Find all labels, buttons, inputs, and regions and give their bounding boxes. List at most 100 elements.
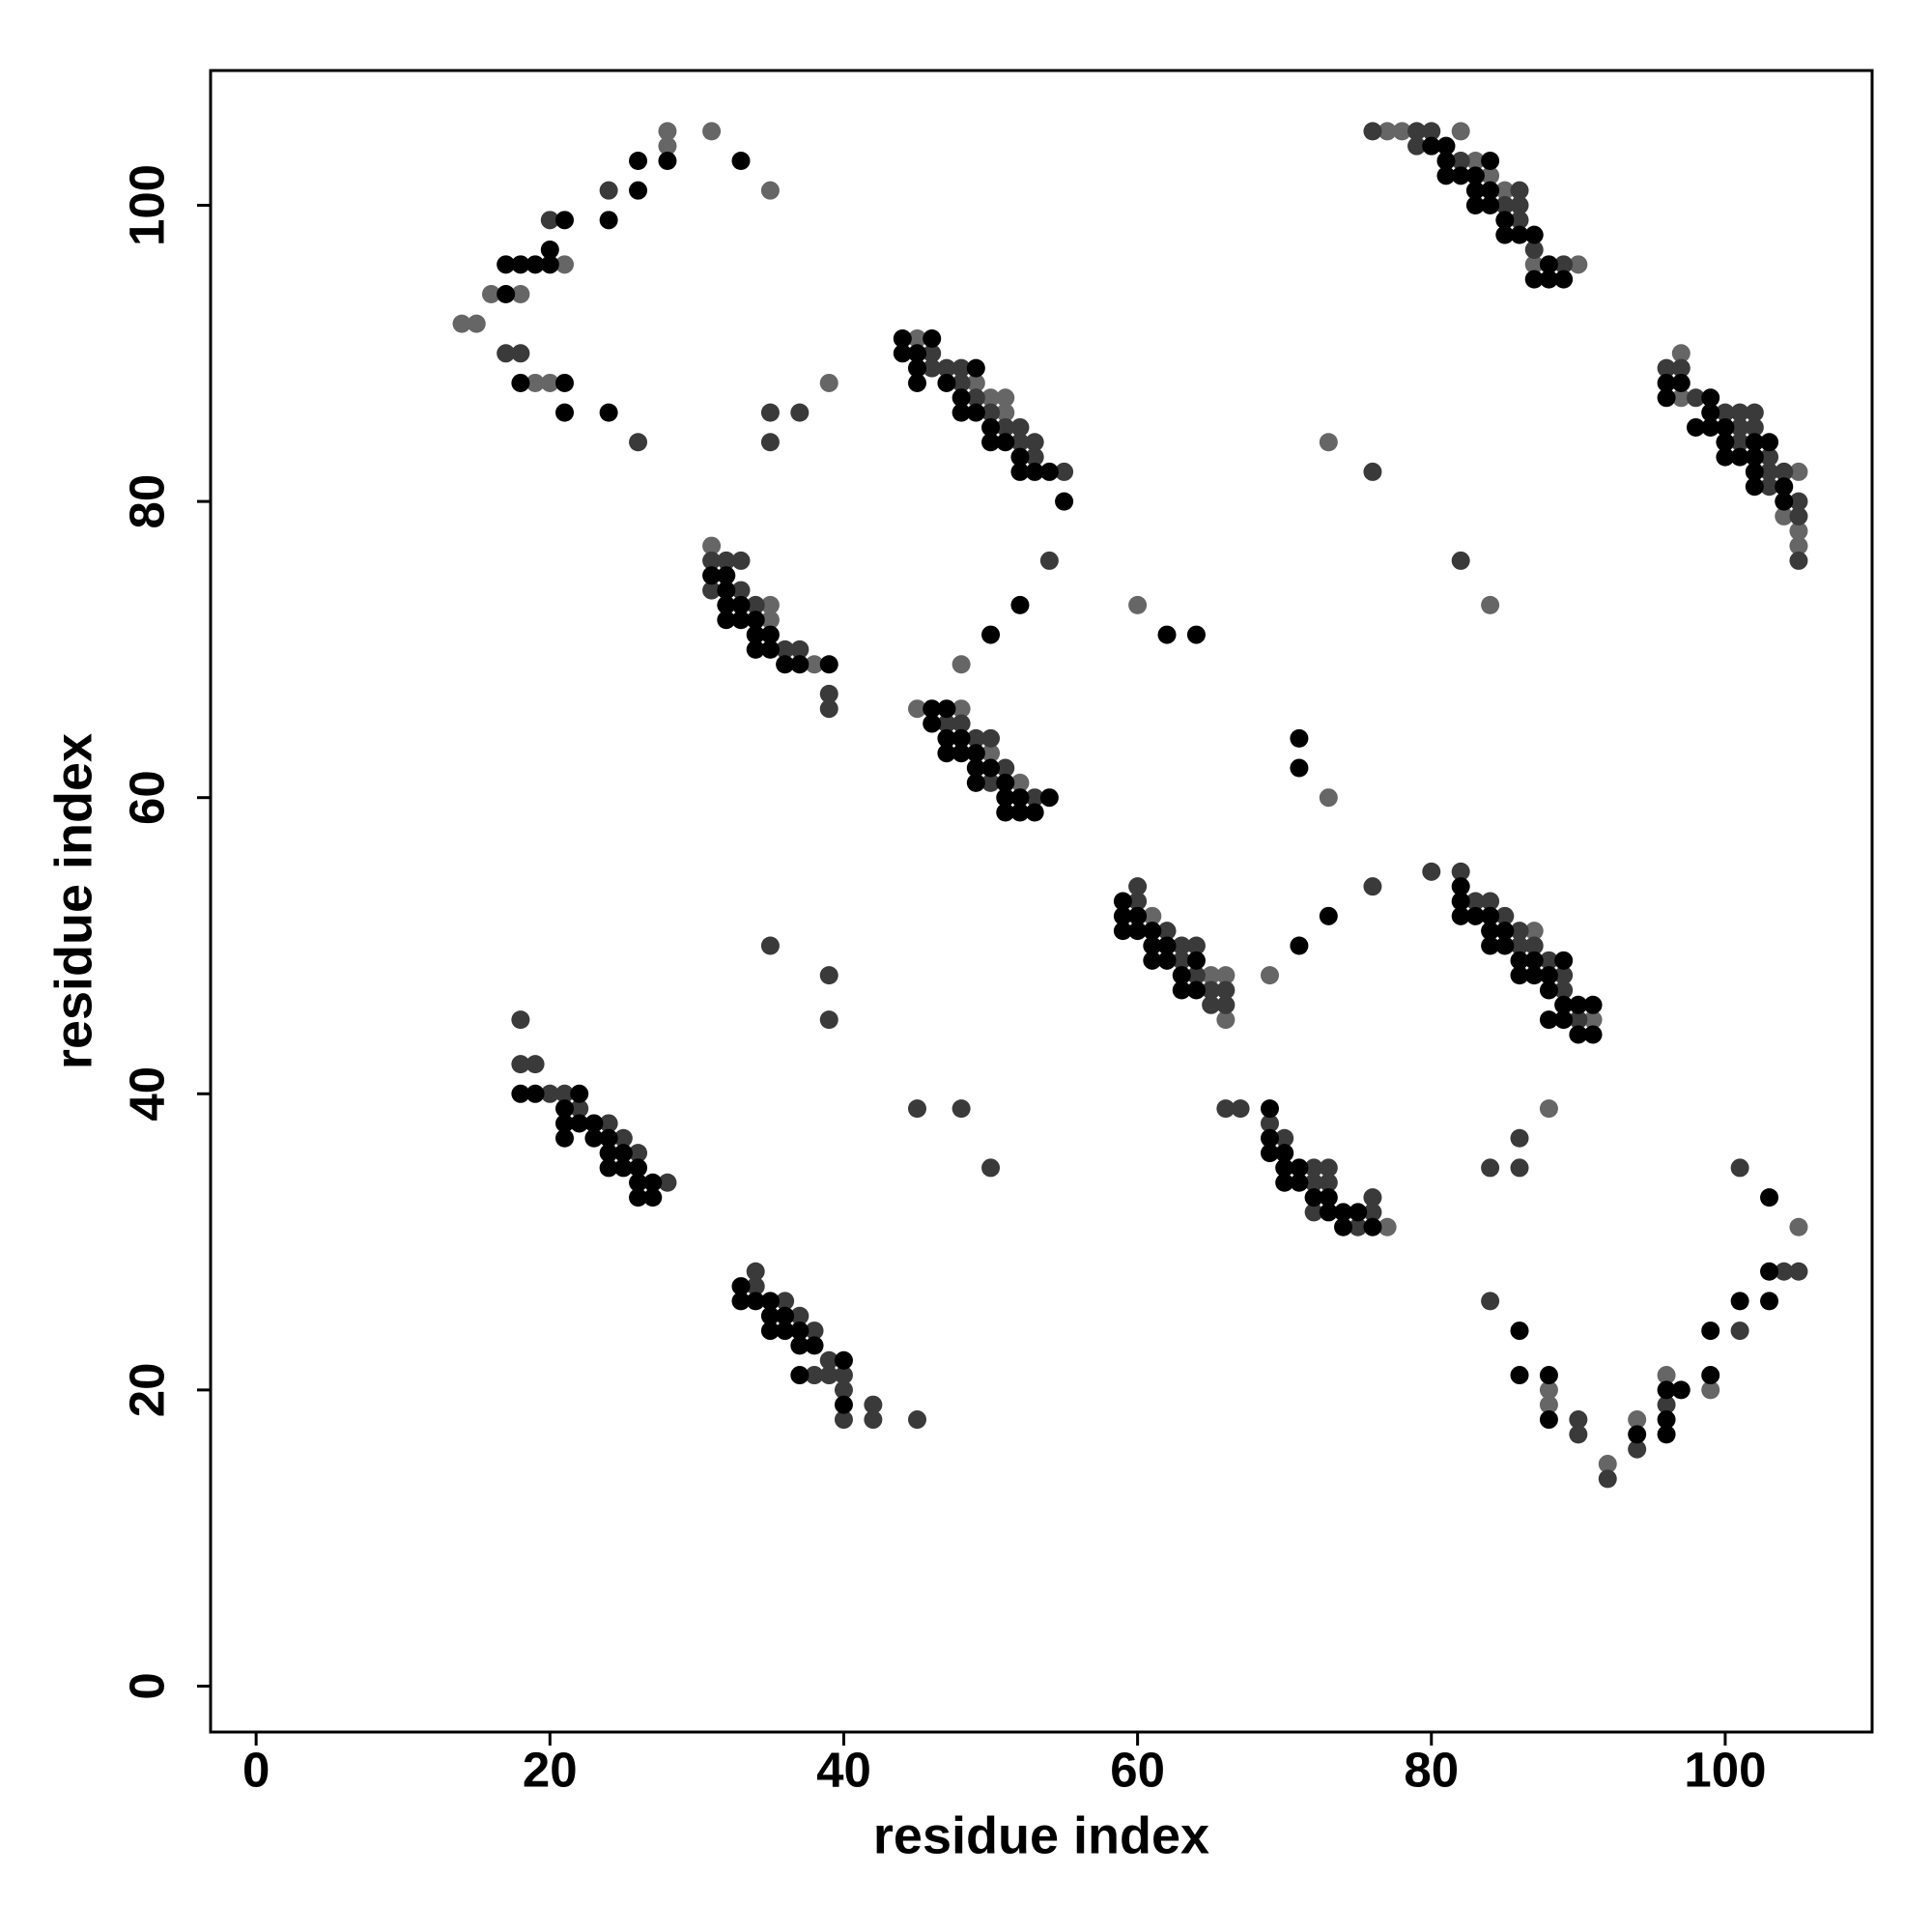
point [555,1128,575,1148]
x-tick-label: 40 [816,1742,871,1797]
point [1436,136,1456,156]
point [1025,462,1044,481]
point [805,1336,824,1355]
point [1143,936,1162,955]
y-tick-label: 40 [119,1066,174,1122]
point [805,1366,824,1385]
point [1775,1262,1794,1281]
point [1760,1262,1779,1281]
point [629,433,648,452]
point [923,699,942,719]
point [1465,166,1485,185]
point [1157,625,1177,644]
point [1363,122,1382,141]
point [1216,1099,1236,1119]
point [1583,1010,1603,1030]
point [1628,1439,1647,1459]
point [790,403,810,422]
point [1481,1158,1500,1178]
point [937,714,956,733]
point [1436,166,1456,185]
point [790,1306,810,1325]
point [1745,433,1764,452]
point [923,358,942,378]
point [1701,1366,1720,1385]
point [526,1055,545,1074]
point [1495,936,1515,955]
x-tick-label: 20 [523,1742,578,1797]
point [599,1144,618,1163]
point [996,388,1015,408]
point [1363,877,1382,896]
point [819,373,838,392]
point [1157,936,1177,955]
point [658,1173,677,1192]
point [1524,225,1544,244]
point [1539,1395,1558,1414]
point [1010,447,1030,467]
point [599,1158,618,1178]
point [1186,951,1206,970]
point [819,1010,838,1030]
point [1554,255,1574,274]
point [1128,877,1148,896]
point [731,581,751,600]
point [981,433,1001,452]
point [497,284,516,303]
point [511,284,530,303]
point [981,403,1001,422]
point [1789,536,1808,555]
point [923,328,942,348]
point [658,152,677,171]
point [1701,403,1720,422]
point [1304,1158,1323,1178]
point [1465,906,1485,925]
point [1524,240,1544,259]
point [1216,1010,1236,1030]
point [526,255,545,274]
point [1745,477,1764,497]
point [981,625,1001,644]
point [1539,1410,1558,1430]
point [1569,1410,1588,1430]
point [1657,1425,1676,1444]
point [805,1321,824,1341]
point [1378,1217,1397,1236]
point [1775,492,1794,511]
point [952,744,971,763]
point [981,1158,1001,1178]
point [1481,892,1500,911]
point [819,1366,838,1385]
point [1524,255,1544,274]
point [540,211,559,230]
point [1451,906,1470,925]
point [570,1099,589,1119]
point [1495,922,1515,941]
point [1554,951,1574,970]
point [702,536,722,555]
point [1422,862,1441,881]
point [746,625,765,644]
point [1407,122,1427,141]
point [1451,892,1470,911]
point [952,714,971,733]
point [907,344,926,363]
point [1451,877,1470,896]
point [511,373,530,392]
point [1745,417,1764,437]
point [526,1084,545,1103]
point [731,551,751,570]
point [1716,417,1735,437]
point [952,403,971,422]
point [629,1173,648,1192]
point [760,611,780,630]
point [555,255,575,274]
point [1481,196,1500,215]
point [1025,803,1044,822]
point [1465,181,1485,200]
point [1481,906,1500,925]
point [1569,995,1588,1014]
point [1671,344,1690,363]
point [1495,906,1515,925]
point [1671,388,1690,408]
